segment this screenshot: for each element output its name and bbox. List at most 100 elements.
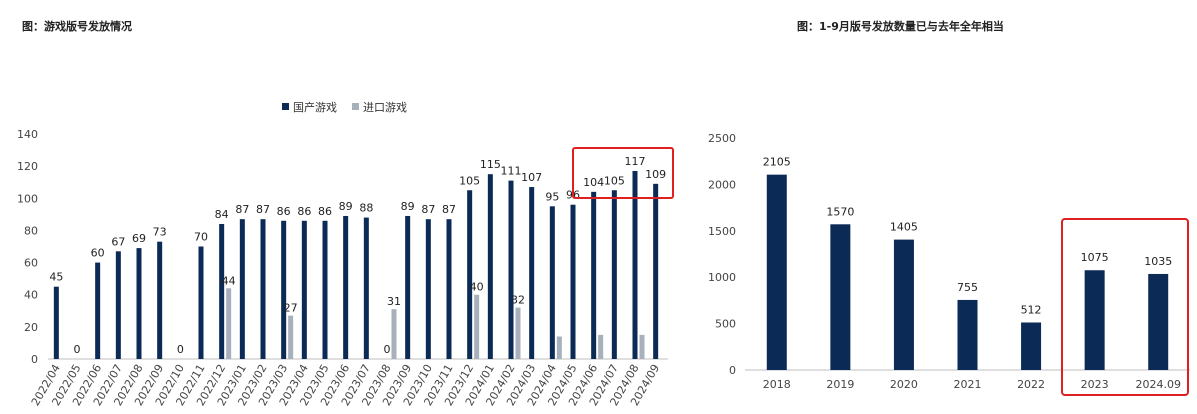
data-label-domestic: 86 — [277, 205, 291, 218]
bar-imported — [556, 336, 562, 359]
data-label-domestic: 87 — [235, 203, 249, 216]
x-tick-label: 2021 — [954, 378, 982, 391]
data-label-domestic: 109 — [645, 168, 666, 181]
y-tick-label: 2500 — [708, 132, 736, 145]
bar-domestic — [529, 187, 535, 359]
y-tick-label: 20 — [24, 321, 38, 334]
x-tick-label: 2020 — [890, 378, 918, 391]
x-tick-label: 2022 — [1017, 378, 1045, 391]
data-label-domestic: 117 — [625, 155, 646, 168]
bar-imported — [226, 288, 232, 359]
chart1-title: 图：游戏版号发放情况 — [22, 20, 132, 33]
y-tick-label: 140 — [17, 128, 38, 141]
bar-annual — [766, 174, 787, 370]
bar-imported — [515, 307, 521, 359]
bar-domestic — [198, 246, 204, 359]
bar-domestic — [446, 219, 452, 359]
bar-domestic — [653, 183, 659, 359]
bar-imported — [474, 294, 480, 359]
data-label-annual: 512 — [1021, 303, 1042, 316]
data-label-domestic: 84 — [215, 208, 229, 221]
data-label-annual: 1570 — [826, 205, 854, 218]
bar-domestic — [570, 204, 576, 359]
y-tick-label: 100 — [17, 192, 38, 205]
bar-domestic — [260, 219, 266, 359]
bar-domestic — [467, 190, 473, 359]
bar-domestic — [591, 191, 597, 359]
data-label-domestic: 87 — [256, 203, 270, 216]
y-tick-label: 500 — [715, 318, 736, 331]
bar-imported — [639, 334, 645, 359]
x-tick-label: 2024.09 — [1135, 378, 1181, 391]
data-label-domestic: 70 — [194, 231, 208, 244]
bar-domestic — [301, 220, 307, 359]
y-tick-label: 1000 — [708, 271, 736, 284]
data-label-domestic: 73 — [153, 226, 167, 239]
bar-imported — [598, 334, 604, 359]
data-label-domestic: 86 — [318, 205, 332, 218]
data-label-domestic: 89 — [339, 200, 353, 213]
bar-domestic — [239, 219, 245, 359]
data-label-imported: 27 — [284, 302, 298, 315]
chart2-title: 图：1-9月版号发放数量已与去年全年相当 — [797, 20, 1004, 33]
y-tick-label: 0 — [31, 353, 38, 366]
legend-label-domestic: 国产游戏 — [293, 100, 337, 114]
legend-swatch-domestic — [282, 103, 289, 110]
data-label-domestic: 107 — [521, 171, 542, 184]
bar-annual — [1021, 322, 1042, 370]
data-label-domestic: 87 — [442, 203, 456, 216]
bar-domestic — [281, 220, 287, 359]
bar-domestic — [95, 262, 101, 359]
data-label-annual: 1405 — [890, 221, 918, 234]
data-label-domestic: 95 — [545, 190, 559, 203]
bar-imported — [288, 315, 294, 359]
x-tick-label: 2023 — [1081, 378, 1109, 391]
bar-domestic — [425, 219, 431, 359]
bar-domestic — [157, 241, 163, 359]
highlight-box-recent-months — [572, 147, 674, 199]
data-label-domestic: 87 — [421, 203, 435, 216]
bar-domestic — [343, 215, 349, 359]
x-tick-label: 2018 — [763, 378, 791, 391]
bar-domestic — [322, 220, 328, 359]
data-label-domestic: 86 — [297, 205, 311, 218]
data-label-domestic: 115 — [480, 158, 501, 171]
data-label-domestic: 69 — [132, 232, 146, 245]
data-label-domestic: 0 — [384, 343, 391, 356]
bar-domestic — [611, 190, 617, 359]
bar-domestic — [136, 248, 142, 359]
legend-label-imported: 进口游戏 — [363, 101, 407, 114]
data-label-annual: 755 — [957, 281, 978, 294]
bar-annual — [893, 239, 914, 370]
y-tick-label: 80 — [24, 224, 38, 237]
x-tick-label: 2019 — [826, 378, 854, 391]
bar-domestic — [363, 217, 369, 359]
data-label-domestic: 0 — [74, 343, 81, 356]
data-label-domestic: 45 — [49, 271, 63, 284]
data-label-annual: 1075 — [1081, 251, 1109, 264]
bar-imported — [391, 309, 397, 359]
y-tick-label: 40 — [24, 289, 38, 302]
bar-domestic — [549, 206, 555, 359]
data-label-domestic: 67 — [111, 235, 125, 248]
data-label-domestic: 88 — [359, 202, 373, 215]
bar-annual — [957, 299, 978, 370]
bar-domestic — [487, 174, 493, 359]
bar-domestic — [632, 170, 638, 359]
data-label-domestic: 60 — [91, 247, 105, 260]
data-label-domestic: 89 — [401, 200, 415, 213]
y-tick-label: 1500 — [708, 225, 736, 238]
bar-domestic — [405, 215, 411, 359]
bar-annual — [1084, 270, 1105, 370]
data-label-domestic: 111 — [501, 165, 522, 178]
y-tick-label: 60 — [24, 257, 38, 270]
data-label-domestic: 104 — [583, 176, 604, 189]
bar-domestic — [219, 224, 225, 359]
highlight-box-2023-2024 — [1061, 218, 1189, 396]
data-label-imported: 32 — [511, 294, 525, 307]
data-label-imported: 44 — [222, 274, 236, 287]
bar-domestic — [53, 286, 59, 359]
data-label-imported: 40 — [470, 281, 484, 294]
data-label-imported: 31 — [387, 295, 401, 308]
